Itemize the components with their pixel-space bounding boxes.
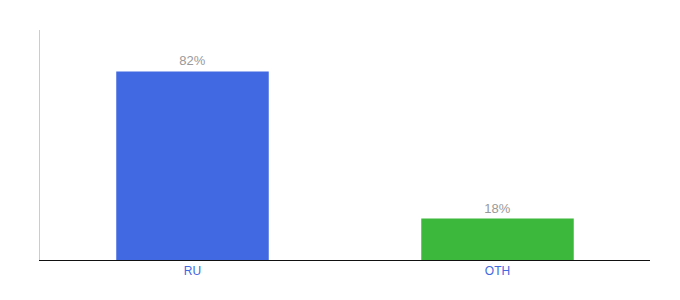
svg-text:OTH: OTH	[485, 264, 510, 278]
svg-text:RU: RU	[184, 264, 201, 278]
svg-text:18%: 18%	[484, 201, 510, 216]
svg-text:82%: 82%	[179, 53, 205, 68]
